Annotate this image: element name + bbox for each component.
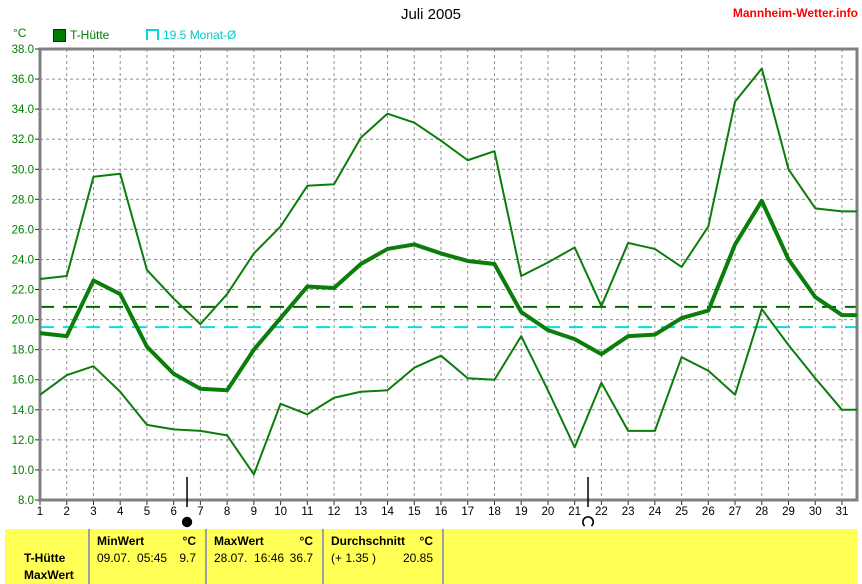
svg-text:14: 14: [381, 506, 394, 518]
svg-text:2: 2: [64, 506, 70, 518]
table-series-label: T-Hütte: [24, 551, 66, 565]
maxwert-header: MaxWert: [214, 534, 264, 548]
minwert-date: 09.07. 05:45: [97, 551, 168, 565]
svg-text:15: 15: [408, 506, 421, 518]
maxwert-value: 36.7: [289, 551, 313, 565]
table-separator: [205, 529, 207, 584]
svg-text:31: 31: [836, 506, 849, 518]
summary-table: T-Hütte MaxWert MinWert °C 09.07. 05:45 …: [5, 529, 858, 584]
svg-text:26: 26: [702, 506, 715, 518]
svg-text:13: 13: [354, 506, 367, 518]
svg-text:18: 18: [488, 506, 501, 518]
svg-text:28.0: 28.0: [12, 194, 34, 206]
durchschnitt-value: 20.85: [402, 551, 433, 565]
table-separator: [442, 529, 444, 584]
maxwert-unit: °C: [299, 534, 313, 548]
minwert-value: 9.7: [179, 551, 196, 565]
svg-text:22.0: 22.0: [12, 285, 34, 297]
svg-text:24.0: 24.0: [12, 254, 34, 266]
svg-text:12.0: 12.0: [12, 435, 34, 447]
svg-text:38.0: 38.0: [12, 44, 34, 56]
svg-text:5: 5: [144, 506, 150, 518]
svg-text:9: 9: [251, 506, 257, 518]
monthly-average-label: 19.5 Monat-Ø: [163, 28, 237, 42]
table-separator: [322, 529, 324, 584]
svg-text:7: 7: [197, 506, 203, 518]
durchschnitt-column: Durchschnitt °C (+ 1.35 ) 20.85: [324, 529, 442, 584]
temperature-line-chart: 8.0 10.0 12.0 14.0 16.0 18.0 20.0 22.0 24.0 26.0 2…: [12, 44, 859, 528]
svg-text:27: 27: [729, 506, 742, 518]
svg-text:14.0: 14.0: [12, 405, 34, 417]
svg-text:6: 6: [170, 506, 176, 518]
monthly-average-swatch-icon: [146, 29, 159, 40]
durchschnitt-header: Durchschnitt: [331, 534, 406, 548]
svg-text:30.0: 30.0: [12, 164, 34, 176]
svg-text:11: 11: [301, 506, 313, 518]
svg-text:8.0: 8.0: [18, 495, 34, 507]
svg-text:20: 20: [542, 506, 555, 518]
maxwert-date: 28.07. 16:46: [214, 551, 285, 565]
minwert-unit: °C: [182, 534, 196, 548]
table-separator: [88, 529, 90, 584]
series-huette-label: T-Hütte: [70, 28, 110, 42]
minwert-column: MinWert °C 09.07. 05:45 9.7: [90, 529, 205, 584]
series-Tagesminimum: [39, 308, 857, 476]
svg-text:24: 24: [648, 506, 661, 518]
svg-text:16: 16: [435, 506, 448, 518]
svg-text:8: 8: [224, 506, 230, 518]
svg-text:30: 30: [809, 506, 822, 518]
svg-text:10.0: 10.0: [12, 465, 34, 477]
svg-text:20.0: 20.0: [12, 315, 34, 327]
svg-text:18.0: 18.0: [12, 345, 34, 357]
svg-text:25: 25: [675, 506, 688, 518]
durchschnitt-date: (+ 1.35 ): [331, 551, 377, 565]
durchschnitt-unit: °C: [419, 534, 433, 548]
svg-text:22: 22: [595, 506, 608, 518]
full-moon-icon: [582, 516, 594, 527]
table-series-sublabel: MaxWert: [24, 568, 74, 582]
series-Tagesmittel: [39, 198, 857, 393]
svg-text:29: 29: [782, 506, 795, 518]
svg-text:12: 12: [328, 506, 341, 518]
svg-text:17: 17: [461, 506, 474, 518]
svg-text:10: 10: [274, 506, 287, 518]
svg-text:3: 3: [90, 506, 96, 518]
plot-border: [38, 47, 859, 502]
maxwert-column: MaxWert °C 28.07. 16:46 36.7: [207, 529, 322, 584]
minwert-header: MinWert: [97, 534, 145, 548]
svg-text:1: 1: [37, 506, 43, 518]
svg-text:4: 4: [117, 506, 124, 518]
svg-text:21: 21: [568, 506, 581, 518]
series-huette-swatch-icon: [53, 29, 66, 42]
site-link[interactable]: Mannheim-Wetter.info: [732, 6, 858, 20]
svg-text:34.0: 34.0: [12, 104, 34, 116]
svg-text:36.0: 36.0: [12, 74, 34, 86]
y-axis-unit-label: °C: [13, 26, 27, 40]
svg-text:19: 19: [515, 506, 528, 518]
new-moon-icon: [181, 516, 193, 528]
svg-text:26.0: 26.0: [12, 224, 34, 236]
page-title: Juli 2005: [400, 6, 462, 23]
svg-text:32.0: 32.0: [12, 134, 34, 146]
svg-text:23: 23: [622, 506, 635, 518]
svg-text:28: 28: [755, 506, 768, 518]
series-Tagesmaximum: [39, 67, 857, 326]
svg-text:16.0: 16.0: [12, 375, 34, 387]
